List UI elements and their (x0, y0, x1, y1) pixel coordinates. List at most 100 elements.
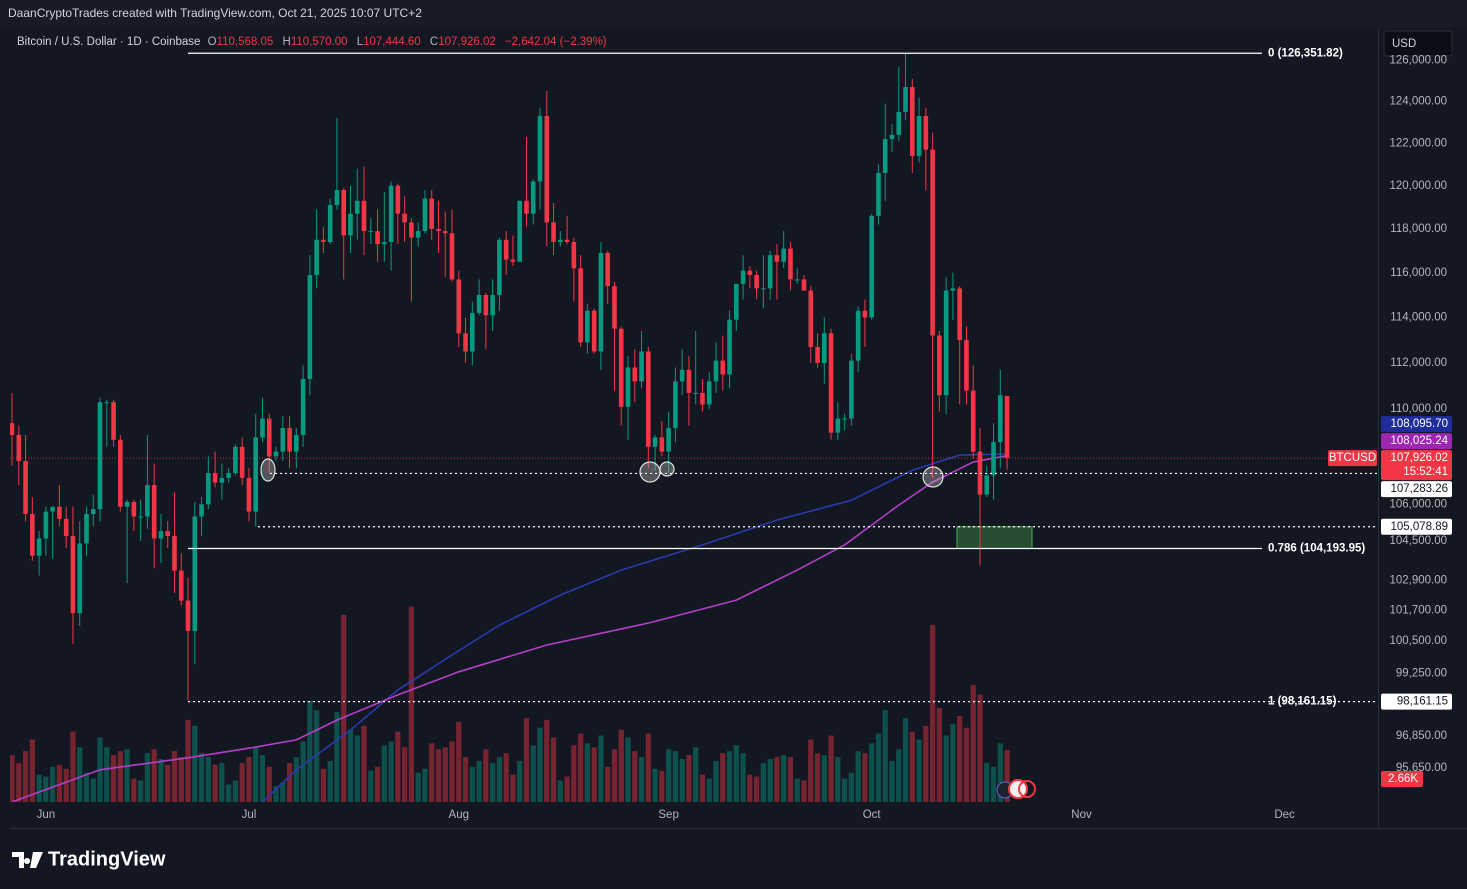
y-tick-label: 100,500.00 (1389, 635, 1447, 647)
volume-bar (510, 774, 516, 802)
volume-bar (469, 766, 475, 802)
volume-bar (706, 778, 712, 802)
volume-bar (307, 700, 313, 802)
volume-bar (246, 757, 252, 802)
volume-bar (22, 751, 29, 802)
volume-bar (672, 751, 678, 802)
candle-body (476, 295, 482, 313)
candle-body (23, 461, 28, 515)
candle-body (510, 259, 516, 262)
candle-body (436, 228, 441, 232)
volume-bar (388, 741, 394, 802)
candle-body (287, 427, 292, 452)
volume-bar (611, 749, 618, 802)
candle-body (997, 395, 1003, 443)
candle-body (463, 333, 468, 352)
event-icon[interactable] (1018, 780, 1036, 798)
candle-body (314, 239, 319, 276)
candle-body (822, 333, 827, 363)
candle-body (490, 295, 495, 316)
candle-body (585, 310, 590, 343)
candle-body (632, 367, 638, 382)
volume-bar (571, 745, 577, 802)
volume-bar (29, 739, 35, 802)
candle-body (354, 200, 360, 214)
volume-bar (490, 762, 496, 802)
price-tag-label: 108,025.24 (1390, 435, 1448, 447)
candle-body (781, 248, 786, 262)
y-tick-label: 96,850.00 (1396, 730, 1447, 742)
volume-bar (300, 741, 306, 802)
legend-value: 110,568.05 (217, 36, 274, 48)
volume-bar (449, 741, 455, 802)
candle-body (652, 437, 658, 447)
countdown-label: 15:52:41 (1403, 466, 1448, 478)
candle-body (1004, 395, 1010, 459)
volume-bar (442, 747, 448, 802)
volume-bar (990, 766, 997, 802)
moving-average-line (261, 453, 1008, 802)
volume-bar (693, 747, 699, 802)
volume-bar (814, 753, 821, 802)
volume-bar (253, 747, 259, 802)
marker-circle (922, 466, 944, 488)
candle-body (835, 418, 841, 433)
candle-body (402, 213, 407, 223)
candle-body (605, 252, 610, 287)
volume-bar (889, 760, 895, 802)
volume-bar (280, 782, 286, 802)
volume-bar (842, 778, 848, 802)
volume-bar (104, 747, 110, 802)
y-tick-label: 126,000.00 (1389, 54, 1447, 66)
candle-body (734, 283, 739, 320)
candle-body (280, 427, 286, 452)
candle-body (720, 360, 726, 375)
candle-body (104, 402, 110, 404)
candle-body (524, 200, 529, 214)
candle-body (368, 231, 374, 233)
volume-bar (327, 760, 333, 802)
plot-area (10, 53, 1378, 802)
currency-button[interactable] (1383, 30, 1453, 57)
candle-body (909, 87, 915, 156)
candle-body (30, 514, 35, 556)
volume-bar (936, 708, 942, 802)
volume-bar (259, 755, 266, 802)
candle-body (828, 333, 834, 433)
volume-bar (550, 737, 557, 802)
volume-bar (124, 749, 130, 802)
candle-body (849, 360, 854, 419)
candle-body (666, 427, 671, 452)
candle-body (855, 310, 861, 361)
legend-key: L (357, 36, 364, 48)
currency-label[interactable]: USD (1392, 38, 1416, 50)
candle-body (70, 536, 76, 614)
x-tick-label: Jul (242, 809, 257, 821)
candle-body (537, 116, 543, 182)
volume-bar (226, 784, 232, 802)
volume-bar (158, 759, 164, 802)
footer-logo: TradingView (12, 848, 166, 870)
volume-bar (198, 753, 205, 802)
volume-bar (286, 762, 293, 802)
candle-body (517, 200, 523, 262)
y-tick-label: 114,000.00 (1390, 311, 1447, 323)
volume-bar (205, 757, 211, 802)
candle-body (842, 418, 847, 420)
candle-body (422, 198, 428, 232)
volume-bar (266, 766, 272, 802)
candle-body (679, 369, 685, 382)
volume-bar (293, 757, 299, 802)
volume-bar (435, 749, 442, 802)
symbol-tag-label: BTCUSD (1329, 452, 1376, 464)
symbol-tag (1328, 450, 1377, 467)
volume-bar (537, 727, 543, 802)
volume-bar (733, 745, 739, 802)
candle-body (124, 501, 130, 507)
volume-bar (219, 762, 225, 802)
volume-bar (923, 725, 929, 802)
volume-bar (801, 780, 807, 802)
volume-bar (239, 762, 245, 802)
volume-bar (212, 764, 218, 802)
